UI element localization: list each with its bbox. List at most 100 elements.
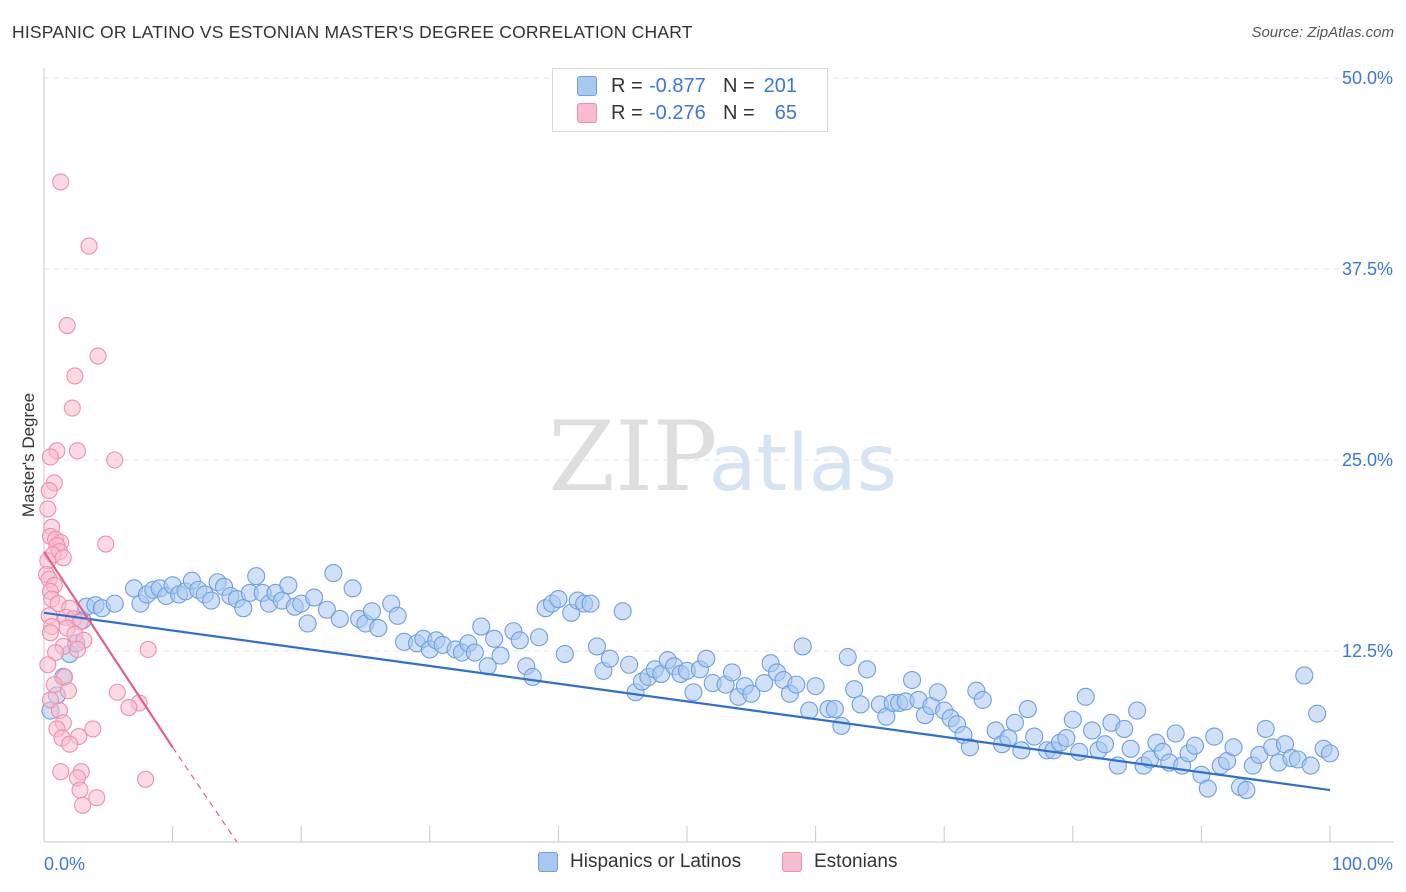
legend-r-value: -0.276 — [649, 101, 706, 124]
data-point-hispanics — [523, 667, 542, 687]
data-point-hispanics — [330, 609, 349, 628]
trend-line-hispanics — [43, 611, 1331, 792]
data-point-estonians — [84, 720, 102, 738]
trend-line-estonians-extension — [172, 746, 238, 843]
data-point-hispanics — [1205, 727, 1224, 746]
data-point-hispanics — [472, 617, 491, 636]
data-point-estonians — [137, 770, 155, 788]
data-point-hispanics — [324, 564, 343, 583]
data-point-hispanics — [793, 637, 812, 656]
data-point-hispanics — [1083, 721, 1102, 740]
data-point-hispanics — [1237, 780, 1256, 800]
data-point-hispanics — [317, 600, 336, 619]
data-point-hispanics — [613, 602, 632, 621]
data-point-hispanics — [465, 643, 484, 662]
data-point-estonians — [80, 237, 98, 255]
data-point-hispanics — [902, 670, 922, 690]
data-point-hispanics — [1121, 739, 1140, 758]
data-point-estonians — [108, 683, 126, 701]
legend-row-hispanics: R = -0.877 N = 201 — [577, 73, 797, 99]
legend-n-label: N = — [723, 101, 755, 124]
data-point-hispanics — [1256, 719, 1275, 738]
data-point-estonians — [139, 640, 157, 659]
legend-r-label: R = — [611, 101, 643, 124]
legend-stats: R = -0.877 N = 201 R = -0.276 N = 65 — [552, 68, 828, 132]
data-point-hispanics — [1012, 741, 1031, 760]
data-point-hispanics — [298, 614, 317, 633]
data-point-estonians — [61, 735, 79, 753]
data-point-hispanics — [234, 599, 253, 618]
data-point-hispanics — [1095, 735, 1114, 754]
data-point-hispanics — [549, 589, 568, 609]
data-point-hispanics — [851, 695, 870, 714]
data-point-hispanics — [857, 660, 877, 679]
data-point-hispanics — [105, 594, 124, 613]
data-point-estonians — [74, 796, 92, 814]
legend-swatch-blue — [538, 852, 558, 872]
data-point-estonians — [97, 535, 115, 553]
data-point-hispanics — [1057, 729, 1076, 748]
data-point-estonians — [52, 763, 70, 781]
data-point-hispanics — [530, 628, 549, 647]
data-point-hispanics — [755, 674, 774, 693]
legend-item-estonians[interactable]: Estonians — [782, 851, 897, 873]
data-point-hispanics — [1301, 756, 1320, 775]
data-point-hispanics — [279, 576, 298, 595]
data-point-hispanics — [960, 738, 979, 757]
data-point-estonians — [120, 698, 138, 717]
data-point-estonians — [89, 347, 107, 365]
data-point-hispanics — [369, 619, 388, 638]
legend-n-label: N = — [723, 74, 755, 97]
watermark-zip: ZIP — [548, 401, 717, 513]
data-point-hispanics — [697, 649, 716, 668]
legend-r-label: R = — [611, 74, 643, 97]
data-point-hispanics — [1063, 710, 1082, 729]
data-point-estonians — [68, 442, 86, 460]
data-point-hispanics — [838, 648, 857, 667]
data-point-hispanics — [1320, 744, 1340, 763]
data-point-hispanics — [305, 588, 324, 607]
data-point-hispanics — [1018, 700, 1037, 719]
data-point-hispanics — [825, 700, 844, 719]
data-point-hispanics — [1115, 719, 1134, 738]
data-point-hispanics — [1076, 687, 1095, 706]
y-tick-label: 25.0% — [1342, 450, 1393, 470]
legend-row-estonians: R = -0.276 N = 65 — [577, 100, 797, 126]
data-point-estonians — [106, 451, 124, 469]
y-tick-label: 50.0% — [1342, 68, 1393, 88]
y-tick-label: 12.5% — [1342, 641, 1393, 661]
legend-item-hispanics[interactable]: Hispanics or Latinos — [538, 851, 741, 873]
data-point-estonians — [40, 482, 58, 500]
data-point-estonians — [59, 682, 77, 700]
legend-swatch-pink — [782, 852, 802, 872]
data-point-hispanics — [510, 631, 529, 650]
data-point-hispanics — [343, 579, 362, 598]
data-point-hispanics — [722, 663, 742, 682]
data-point-estonians — [68, 640, 86, 659]
series-estonians-points — [38, 173, 157, 814]
data-point-hispanics — [832, 716, 851, 735]
data-point-hispanics — [684, 683, 703, 702]
data-point-estonians — [66, 367, 84, 385]
data-point-estonians — [58, 316, 76, 335]
data-point-hispanics — [247, 567, 266, 586]
tick-labels: 12.5% 25.0% 37.5% 50.0% 0.0% 100.0% — [44, 68, 1393, 874]
x-tick-label-min: 0.0% — [44, 854, 85, 874]
data-point-hispanics — [806, 677, 825, 696]
data-point-estonians — [45, 676, 63, 694]
legend-series: Hispanics or Latinos Estonians — [0, 851, 1406, 879]
y-tick-label: 37.5% — [1342, 259, 1393, 279]
data-point-hispanics — [362, 602, 381, 621]
data-point-estonians — [47, 643, 65, 662]
legend-n-value: 65 — [774, 101, 797, 124]
data-point-estonians — [39, 656, 57, 674]
data-point-hispanics — [973, 690, 992, 709]
data-point-estonians — [71, 781, 89, 799]
data-point-hispanics — [202, 591, 221, 610]
data-point-hispanics — [485, 629, 504, 648]
data-point-hispanics — [1224, 738, 1243, 757]
watermark-atlas: atlas — [709, 419, 898, 509]
data-point-hispanics — [491, 646, 510, 665]
data-point-estonians — [88, 789, 106, 807]
data-point-hispanics — [928, 683, 947, 702]
